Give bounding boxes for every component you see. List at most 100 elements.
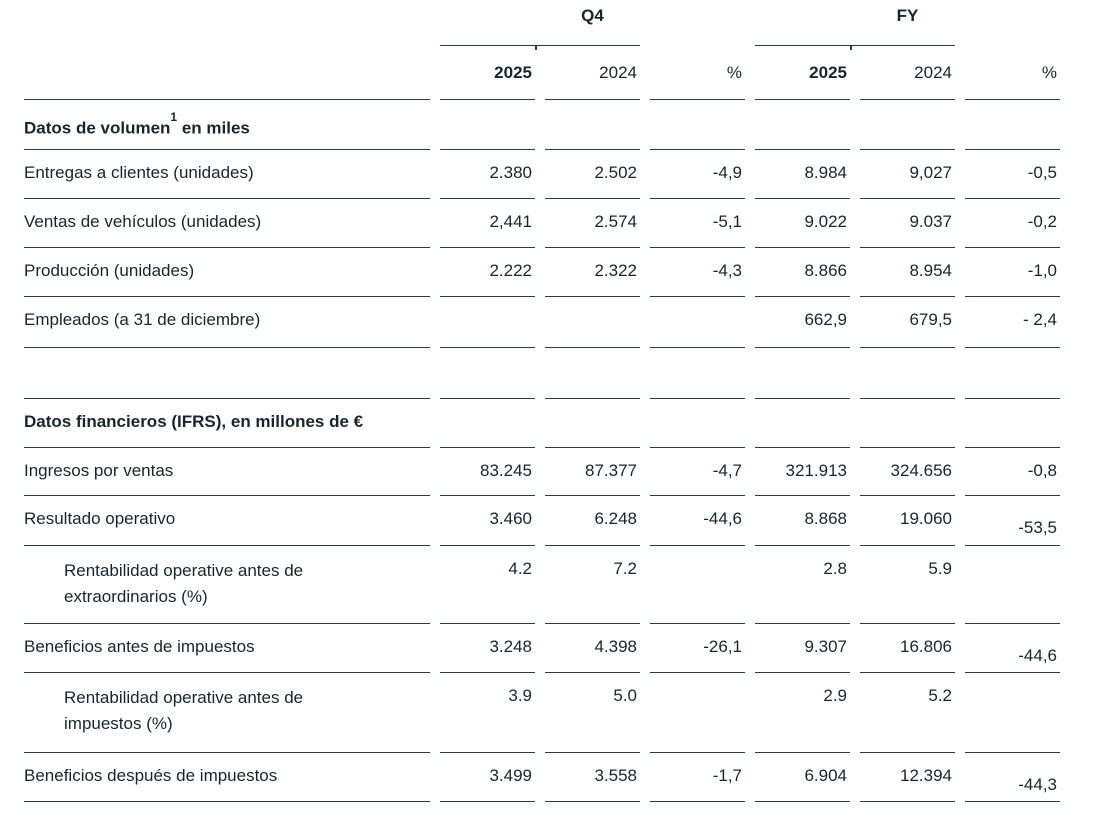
empty-cell [545,347,640,398]
table-row: Entregas a clientes (unidades) 2.380 2.5… [24,149,1060,198]
value-cell [965,672,1060,752]
empty-cell [440,99,535,149]
table-row: Beneficios antes de impuestos 3.248 4.39… [24,623,1060,672]
empty-cell [24,46,430,99]
section-row-financial: Datos financieros (IFRS), en millones de… [24,398,1060,447]
section-title: Datos financieros (IFRS), en millones de… [24,398,430,447]
empty-cell [24,347,430,398]
value-cell: 2.222 [440,247,535,296]
value-cell: 6.248 [545,495,640,545]
value-cell: -0,2 [965,198,1060,247]
empty-cell [755,99,850,149]
row-label: Rentabilidad operative antes de extraord… [24,545,430,623]
value-cell: - 2,4 [965,296,1060,347]
table-row: Ingresos por ventas 83.245 87.377 -4,7 3… [24,447,1060,495]
empty-cell [860,99,955,149]
year-header-row: 2025 2024 % 2025 2024 % [24,46,1060,99]
value-cell: 2.322 [545,247,640,296]
value-cell: 3.460 [440,495,535,545]
row-label: Beneficios antes de impuestos [24,623,430,672]
empty-cell [650,0,745,46]
value-cell: 2.8 [755,545,850,623]
empty-cell [860,347,955,398]
empty-cell [545,398,640,447]
empty-cell [440,347,535,398]
row-label: Empleados (a 31 de diciembre) [24,296,430,347]
row-label-text: Rentabilidad operative antes de extraord… [64,561,304,606]
value-cell: 321.913 [755,447,850,495]
section-title: Datos de volumen1 en miles [24,99,430,149]
value-cell: -4,9 [650,149,745,198]
fy-column-group: FY [755,0,955,50]
value-cell [545,296,640,347]
footnote-marker: 1 [170,110,178,124]
column-divider-tick [535,45,537,50]
value-cell: 8.868 [755,495,850,545]
percent-header-fy: % [1041,63,1057,82]
value-cell: -4,7 [650,447,745,495]
value-cell: 662,9 [755,296,850,347]
year-header-fy-2025: 2025 [809,63,847,82]
value-cell: 3.558 [545,752,640,802]
year-header-q4-2025: 2025 [494,63,532,82]
value-cell: 19.060 [860,495,955,545]
empty-cell [650,398,745,447]
value-cell: -4,3 [650,247,745,296]
year-header-fy-2024: 2024 [914,63,952,82]
table-row: Beneficios después de impuestos 3.499 3.… [24,752,1060,802]
value-cell: -44,6 [650,495,745,545]
table-row: Resultado operativo 3.460 6.248 -44,6 8.… [24,495,1060,545]
value-cell: 4.398 [545,623,640,672]
value-cell: 5.9 [860,545,955,623]
value-cell: 2.9 [755,672,850,752]
value-cell: -53,5 [965,495,1060,545]
q4-group-label: Q4 [581,6,604,25]
year-header-q4-2024: 2024 [599,63,637,82]
value-cell [650,545,745,623]
value-cell: 2.574 [545,198,640,247]
value-cell: -0,8 [965,447,1060,495]
financial-data-table: Q4 FY 2025 2024 % 2025 2024 % Datos de v… [24,0,1060,802]
value-cell: 8.954 [860,247,955,296]
value-cell: 4.2 [440,545,535,623]
value-cell: 2.502 [545,149,640,198]
percent-header-q4: % [726,63,742,82]
q4-column-group: Q4 [440,0,640,50]
value-cell: 2,441 [440,198,535,247]
table-row: Ventas de vehículos (unidades) 2,441 2.5… [24,198,1060,247]
empty-cell [755,347,850,398]
empty-cell [440,398,535,447]
value-cell: 16.806 [860,623,955,672]
value-cell: 324.656 [860,447,955,495]
row-label: Resultado operativo [24,495,430,545]
value-cell: -44,3 [965,752,1060,802]
empty-cell [860,398,955,447]
row-label: Entregas a clientes (unidades) [24,149,430,198]
value-cell: -1,7 [650,752,745,802]
section-title-rest: en miles [177,118,250,138]
value-cell: 6.904 [755,752,850,802]
value-cell: 5.2 [860,672,955,752]
empty-cell [965,0,1060,46]
table-row: Rentabilidad operative antes de impuesto… [24,672,1060,752]
value-cell: -5,1 [650,198,745,247]
column-divider-tick [850,45,852,50]
empty-cell [755,398,850,447]
value-cell: -44,6 [965,623,1060,672]
value-cell: 9,027 [860,149,955,198]
fy-group-label: FY [896,6,919,25]
value-cell: 3.499 [440,752,535,802]
value-cell: 83.245 [440,447,535,495]
row-label: Producción (unidades) [24,247,430,296]
row-label: Ventas de vehículos (unidades) [24,198,430,247]
table-row: Empleados (a 31 de diciembre) 662,9 679,… [24,296,1060,347]
value-cell: -26,1 [650,623,745,672]
value-cell [965,545,1060,623]
value-cell: 12.394 [860,752,955,802]
value-cell: 9.022 [755,198,850,247]
value-cell: 2.380 [440,149,535,198]
value-cell: 3.9 [440,672,535,752]
value-cell: -0,5 [965,149,1060,198]
empty-cell [965,398,1060,447]
row-label: Rentabilidad operative antes de impuesto… [24,672,430,752]
